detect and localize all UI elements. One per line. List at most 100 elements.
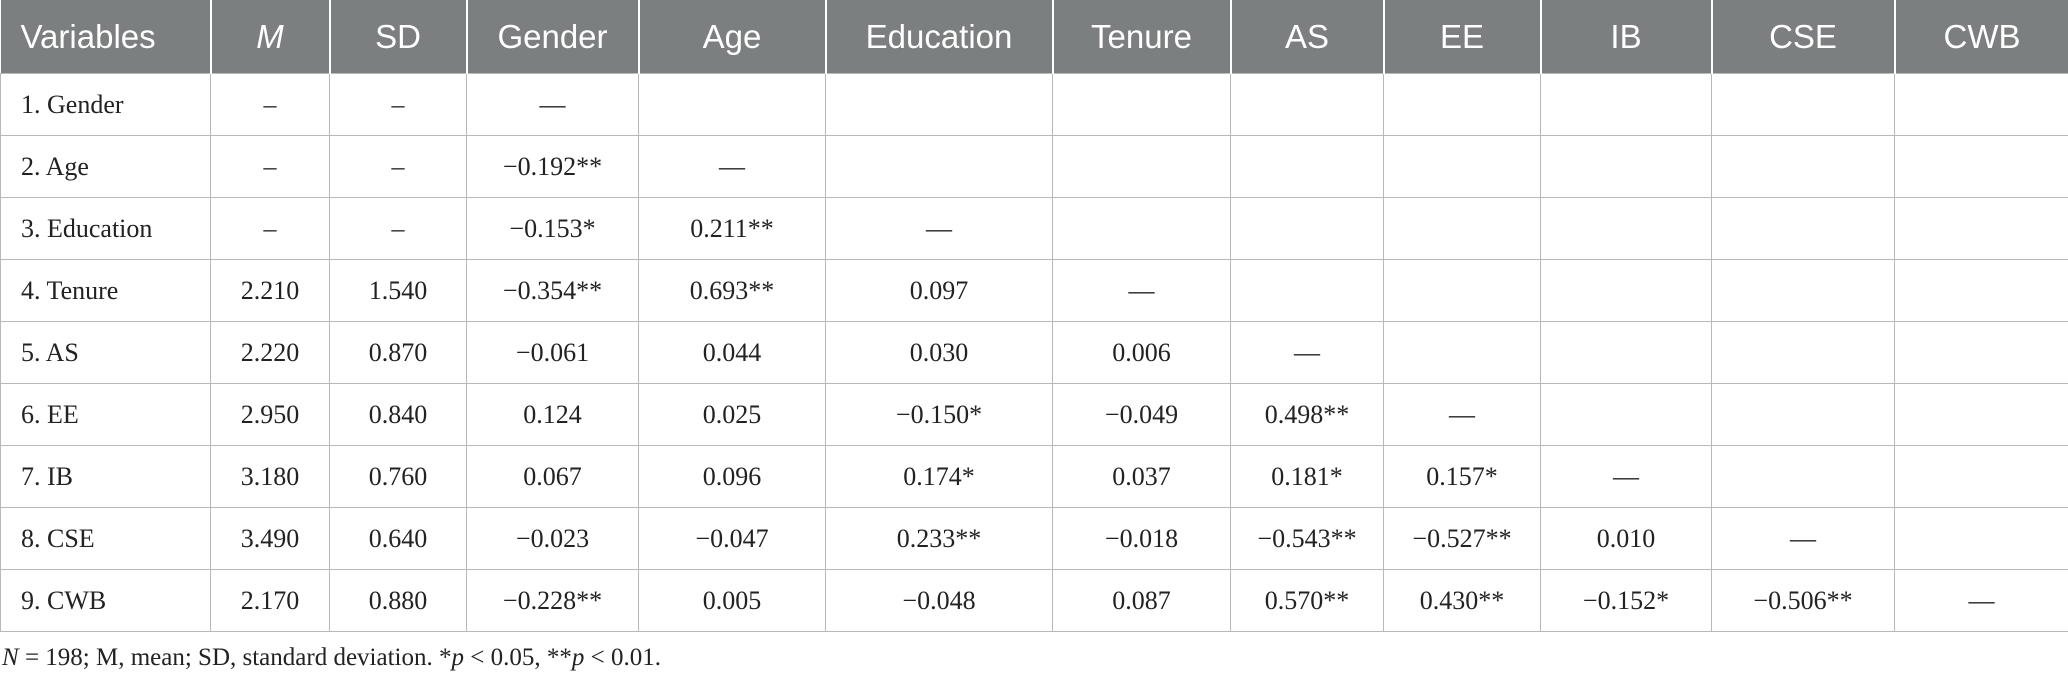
table-cell: – (210, 197, 330, 260)
table-cell: −0.543** (1230, 507, 1384, 570)
table-footnote: N = 198; M, mean; SD, standard deviation… (0, 644, 2068, 672)
table-cell: −0.023 (466, 507, 639, 570)
column-header-ib: IB (1540, 0, 1713, 74)
table-cell (638, 73, 826, 136)
table-cell (1711, 445, 1895, 508)
table-cell (1540, 383, 1712, 446)
table-row: 5. AS 2.220 0.870 −0.061 0.044 0.030 0.006— (0, 321, 2068, 384)
row-label: 5. AS (0, 321, 211, 384)
table-cell (1383, 73, 1541, 136)
table-cell (825, 73, 1053, 136)
column-header-as: AS (1230, 0, 1385, 74)
table-cell: — (466, 73, 639, 136)
table-row: 1. Gender – – — (0, 73, 2068, 136)
column-header-tenure: Tenure (1052, 0, 1232, 74)
table-cell: 0.760 (329, 445, 467, 508)
table-cell: 0.233** (825, 507, 1053, 570)
table-cell: −0.150* (825, 383, 1053, 446)
table-cell: −0.192** (466, 135, 639, 198)
table-cell (1894, 321, 2068, 384)
table-cell: 2.950 (210, 383, 330, 446)
table-cell (1230, 197, 1384, 260)
column-header-m: M (210, 0, 331, 74)
column-header-cwb: CWB (1894, 0, 2068, 74)
table-cell: −0.527** (1383, 507, 1541, 570)
footnote-p2-text: < 0.01. (584, 644, 661, 671)
table-cell (1711, 259, 1895, 322)
table-cell: 0.880 (329, 569, 467, 632)
footnote-p1-symbol: p (451, 644, 464, 671)
table-cell: 0.006 (1052, 321, 1231, 384)
table-cell (1230, 73, 1384, 136)
row-label: 8. CSE (0, 507, 211, 570)
table-cell (1894, 507, 2068, 570)
table-cell: −0.047 (638, 507, 826, 570)
table-cell: −0.048 (825, 569, 1053, 632)
column-header-education: Education (825, 0, 1054, 74)
table-cell (1230, 135, 1384, 198)
table-cell (1383, 135, 1541, 198)
table-cell: – (210, 73, 330, 136)
correlation-table: Variables M SD Gender Age Education Tenure AS EE… (0, 0, 2068, 632)
table-cell: – (329, 197, 467, 260)
column-header-cse: CSE (1711, 0, 1896, 74)
table-cell (825, 135, 1053, 198)
column-header-variables: Variables (0, 0, 212, 74)
table-cell (1383, 259, 1541, 322)
table-cell: – (329, 73, 467, 136)
table-cell: 0.037 (1052, 445, 1231, 508)
table-cell (1894, 135, 2068, 198)
table-cell (1894, 445, 2068, 508)
table-cell: 0.044 (638, 321, 826, 384)
table-cell (1383, 197, 1541, 260)
column-header-gender: Gender (466, 0, 640, 74)
column-header-sd: SD (329, 0, 468, 74)
table-cell: 0.181* (1230, 445, 1384, 508)
table-cell: — (1052, 259, 1231, 322)
table-cell: 2.210 (210, 259, 330, 322)
table-cell: — (1540, 445, 1712, 508)
column-header-age: Age (638, 0, 827, 74)
table-cell (1894, 197, 2068, 260)
table-cell: — (1894, 569, 2068, 632)
table-cell: 0.025 (638, 383, 826, 446)
table-cell: −0.061 (466, 321, 639, 384)
table-cell (1540, 135, 1712, 198)
table-cell: 3.180 (210, 445, 330, 508)
table-cell (1711, 197, 1895, 260)
table-cell: −0.354** (466, 259, 639, 322)
table-cell: – (210, 135, 330, 198)
table-row: 4. Tenure 2.210 1.540 −0.354** 0.693** 0.097— (0, 259, 2068, 322)
footnote-n-symbol: N (2, 644, 19, 671)
table-cell: 0.097 (825, 259, 1053, 322)
table-cell: — (1711, 507, 1895, 570)
row-label: 1. Gender (0, 73, 211, 136)
table-cell (1711, 135, 1895, 198)
row-label: 6. EE (0, 383, 211, 446)
table-header-row: Variables M SD Gender Age Education Tenure AS EE… (0, 0, 2068, 74)
table-row: 3. Education – – −0.153* 0.211** — (0, 197, 2068, 260)
table-cell (1052, 197, 1231, 260)
table-cell: 0.124 (466, 383, 639, 446)
table-cell: 0.640 (329, 507, 467, 570)
table-cell: 0.498** (1230, 383, 1384, 446)
table-cell: — (1230, 321, 1384, 384)
table-cell: 0.096 (638, 445, 826, 508)
column-header-ee: EE (1383, 0, 1542, 74)
table-cell (1540, 73, 1712, 136)
table-cell (1711, 73, 1895, 136)
table-cell: 2.170 (210, 569, 330, 632)
row-label: 9. CWB (0, 569, 211, 632)
table-cell: 0.010 (1540, 507, 1712, 570)
footnote-p2-symbol: p (571, 644, 585, 671)
row-label: 7. IB (0, 445, 211, 508)
table-cell: −0.506** (1711, 569, 1895, 632)
table-cell: 0.067 (466, 445, 639, 508)
table-cell (1894, 73, 2068, 136)
row-label: 4. Tenure (0, 259, 211, 322)
table-cell: 0.693** (638, 259, 826, 322)
table-cell: 0.157* (1383, 445, 1541, 508)
table-cell: — (638, 135, 826, 198)
table-cell: 0.211** (638, 197, 826, 260)
table-cell: −0.152* (1540, 569, 1712, 632)
